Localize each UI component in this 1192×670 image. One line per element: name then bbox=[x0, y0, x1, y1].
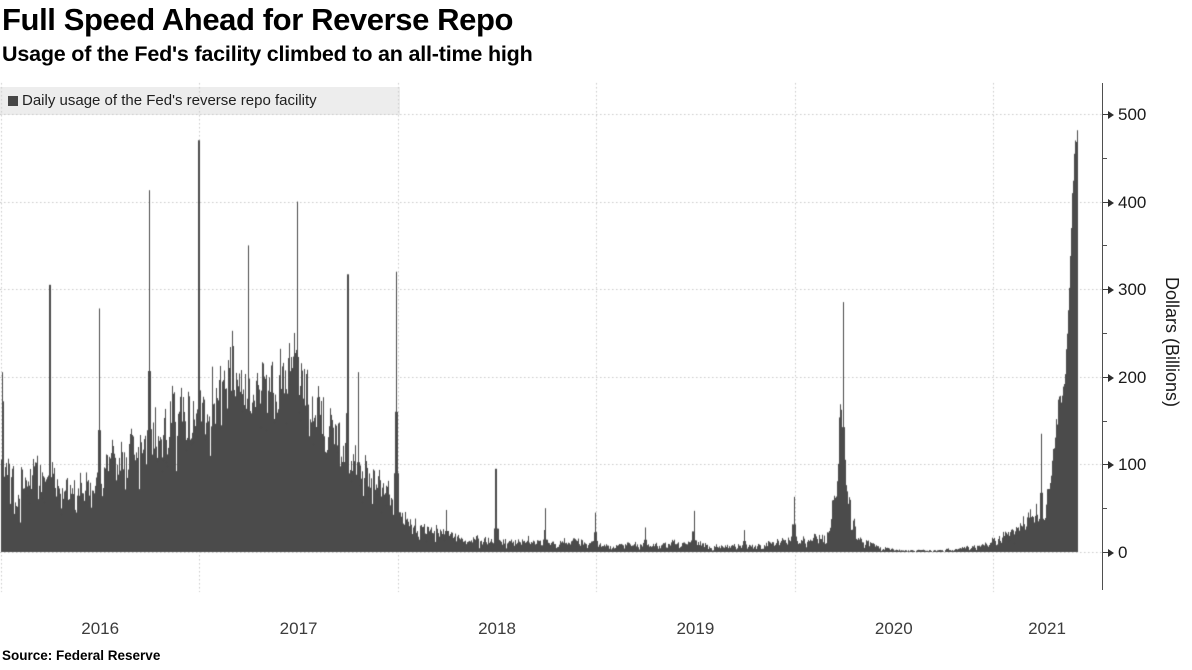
x-axis-year-label: 2017 bbox=[279, 619, 318, 638]
y-axis-tick bbox=[1103, 202, 1109, 203]
page-title: Full Speed Ahead for Reverse Repo bbox=[2, 2, 514, 37]
y-axis-tick-label: 100 bbox=[1118, 455, 1147, 474]
y-axis-minor-tick bbox=[1103, 245, 1107, 246]
y-axis-tick bbox=[1103, 464, 1109, 465]
y-axis-tick-arrow-icon bbox=[1108, 110, 1114, 119]
y-axis-tick-label: 400 bbox=[1118, 193, 1147, 212]
y-axis-minor-tick bbox=[1103, 333, 1107, 334]
source-line: Source: Federal Reserve bbox=[2, 648, 161, 663]
y-axis-title: Dollars (Billions) bbox=[1162, 276, 1182, 408]
y-axis-minor-tick bbox=[1103, 508, 1107, 509]
y-axis-minor-tick bbox=[1103, 158, 1107, 159]
y-axis-tick-arrow-icon bbox=[1108, 460, 1114, 469]
y-axis-minor-tick bbox=[1103, 421, 1107, 422]
legend-label: Daily usage of the Fed's reverse repo fa… bbox=[22, 92, 317, 109]
page-subtitle: Usage of the Fed's facility climbed to a… bbox=[2, 42, 533, 66]
y-axis-tick bbox=[1103, 289, 1109, 290]
x-axis-year-label: 2020 bbox=[874, 619, 913, 638]
y-axis-tick-arrow-icon bbox=[1108, 548, 1114, 557]
y-axis-tick-arrow-icon bbox=[1108, 198, 1114, 207]
y-axis-tick-label: 200 bbox=[1118, 368, 1147, 387]
y-axis-tick-label: 0 bbox=[1118, 543, 1128, 562]
y-axis-tick bbox=[1103, 114, 1109, 115]
legend-swatch-icon bbox=[8, 96, 18, 106]
x-axis-year-label: 2016 bbox=[81, 619, 120, 638]
y-axis-line bbox=[1102, 83, 1103, 590]
y-axis-tick-label: 300 bbox=[1118, 280, 1147, 299]
y-axis-tick bbox=[1103, 552, 1109, 553]
x-axis-year-label: 2018 bbox=[478, 619, 516, 638]
y-axis-tick bbox=[1103, 377, 1109, 378]
y-axis-tick-arrow-icon bbox=[1108, 285, 1114, 294]
x-axis-year-label: 2019 bbox=[676, 619, 715, 638]
legend: Daily usage of the Fed's reverse repo fa… bbox=[0, 87, 400, 115]
x-axis-year-label: 2021 bbox=[1028, 619, 1066, 638]
y-axis-tick-label: 500 bbox=[1118, 105, 1147, 124]
y-axis-tick-arrow-icon bbox=[1108, 373, 1114, 382]
